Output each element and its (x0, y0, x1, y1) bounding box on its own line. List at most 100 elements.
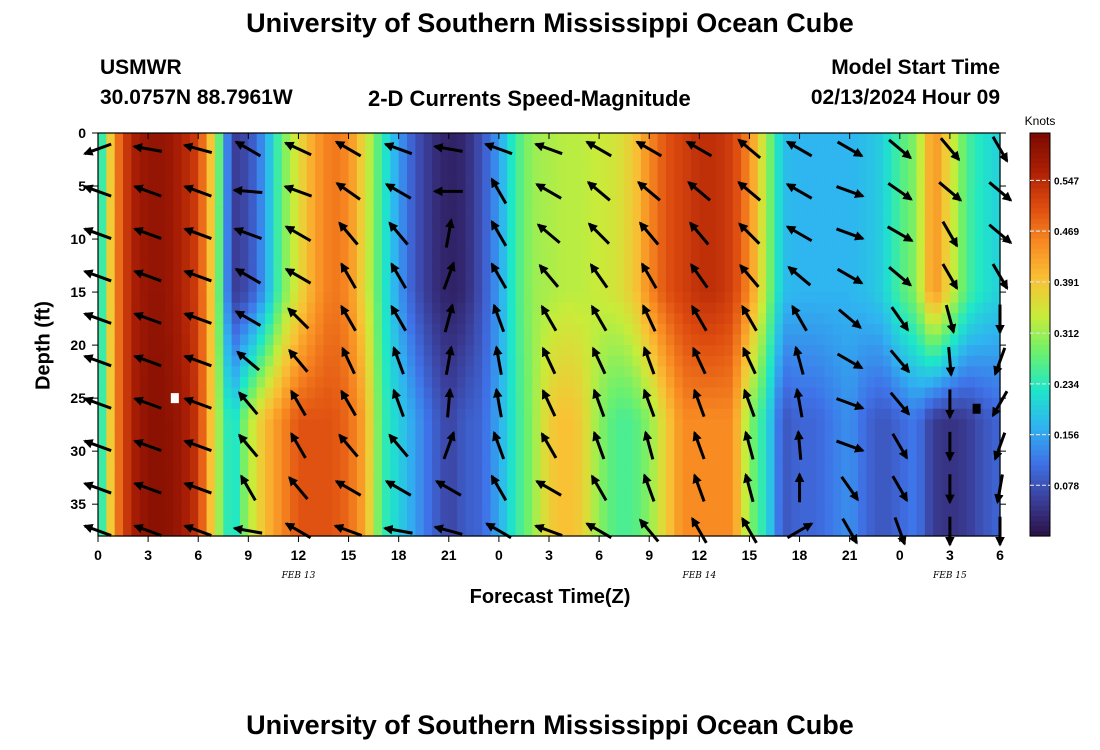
heatmap-cell (582, 207, 592, 219)
heatmap-cell (607, 313, 617, 325)
heatmap-cell (791, 408, 801, 420)
heatmap-cell (782, 461, 792, 473)
heatmap-cell (732, 217, 742, 230)
heatmap-cell (532, 334, 542, 346)
heatmap-cell (239, 345, 249, 357)
current-vector (535, 479, 562, 497)
heatmap-cell (156, 398, 166, 410)
heatmap-cell (866, 398, 876, 410)
heatmap-cell (273, 504, 283, 516)
heatmap-cell (273, 302, 283, 314)
heatmap-cell (590, 313, 600, 325)
heatmap-cell (899, 419, 909, 431)
current-vector (791, 304, 808, 332)
heatmap-cell (273, 525, 283, 537)
heatmap-cell (131, 387, 141, 399)
heatmap-cell (741, 133, 751, 145)
heatmap-cell (323, 514, 333, 526)
heatmap-cell (507, 514, 517, 526)
heatmap-cell (774, 154, 784, 166)
heatmap-cell (941, 249, 951, 261)
heatmap-cell (423, 451, 433, 463)
heatmap-cell (858, 154, 867, 166)
heatmap-cell (106, 482, 116, 495)
colorbar-cell (1030, 263, 1050, 270)
heatmap-cell (139, 472, 149, 484)
colorbar-cell (1030, 248, 1050, 255)
heatmap-cell (139, 461, 149, 473)
heatmap-cell (649, 387, 659, 399)
heatmap-cell (398, 302, 408, 314)
heatmap-cell (398, 260, 408, 272)
heatmap-cell (239, 461, 249, 473)
heatmap-cell (858, 175, 867, 187)
heatmap-cell (941, 281, 951, 293)
heatmap-cell (398, 345, 408, 357)
heatmap-cell (281, 493, 291, 505)
heatmap-cell (373, 387, 383, 399)
heatmap-cell (315, 366, 325, 378)
heatmap-cell (565, 493, 575, 505)
heatmap-cell (390, 143, 400, 155)
heatmap-cell (724, 249, 734, 261)
heatmap-cell (991, 175, 1001, 187)
heatmap-cell (791, 482, 801, 495)
current-vector (442, 430, 456, 460)
heatmap-cell (741, 249, 751, 261)
heatmap-cell (991, 355, 1001, 367)
heatmap-cell (173, 387, 183, 399)
heatmap-cell (381, 164, 391, 177)
heatmap-cell (290, 186, 300, 198)
heatmap-cell (716, 345, 725, 357)
heatmap-cell (532, 472, 542, 484)
heatmap-cell (365, 196, 375, 208)
heatmap-cell (766, 493, 776, 505)
heatmap-cell (557, 196, 567, 208)
heatmap-cell (206, 419, 216, 431)
heatmap-cell (315, 429, 325, 442)
heatmap-cell (415, 482, 425, 495)
heatmap-cell (98, 419, 107, 431)
heatmap-cell (958, 228, 968, 240)
date-label: FEB 14 (681, 571, 716, 581)
heatmap-cell (248, 164, 258, 177)
heatmap-cell (340, 313, 350, 325)
heatmap-cell (231, 398, 241, 410)
heatmap-cell (482, 302, 492, 314)
heatmap-cell (356, 302, 366, 314)
heatmap-cell (532, 398, 542, 410)
heatmap-cell (941, 472, 951, 484)
x-tick-label: 21 (842, 547, 858, 563)
heatmap-cell (473, 525, 483, 537)
heatmap-cell (966, 366, 976, 378)
heatmap-cell (223, 440, 233, 452)
heatmap-cell (732, 493, 742, 505)
heatmap-cell (774, 164, 784, 177)
heatmap-cell (298, 196, 308, 208)
heatmap-cell (858, 313, 867, 325)
colorbar-cell (1030, 294, 1050, 300)
heatmap-cell (265, 514, 274, 526)
heatmap-cell (223, 313, 233, 325)
heatmap-cell (398, 175, 408, 187)
heatmap-cell (607, 143, 617, 155)
heatmap-cell (515, 482, 525, 495)
heatmap-cell (432, 366, 442, 378)
heatmap-cell (131, 493, 141, 505)
heatmap-cell (281, 260, 291, 272)
heatmap-cell (707, 440, 717, 452)
current-vector (785, 140, 813, 158)
heatmap-cell (290, 292, 300, 304)
heatmap-cell (356, 355, 366, 367)
heatmap-cell (331, 270, 341, 283)
heatmap-cell (824, 525, 834, 537)
heatmap-cell (974, 196, 984, 208)
colorbar-tick-label: 0.469 (1054, 227, 1079, 238)
y-tick-label: 20 (70, 337, 86, 353)
heatmap-cell (365, 398, 375, 410)
current-vector (637, 181, 661, 202)
heatmap-cell (549, 270, 558, 283)
heatmap-cell (390, 398, 400, 410)
heatmap-cell (841, 207, 851, 219)
heatmap-cell (958, 451, 968, 463)
